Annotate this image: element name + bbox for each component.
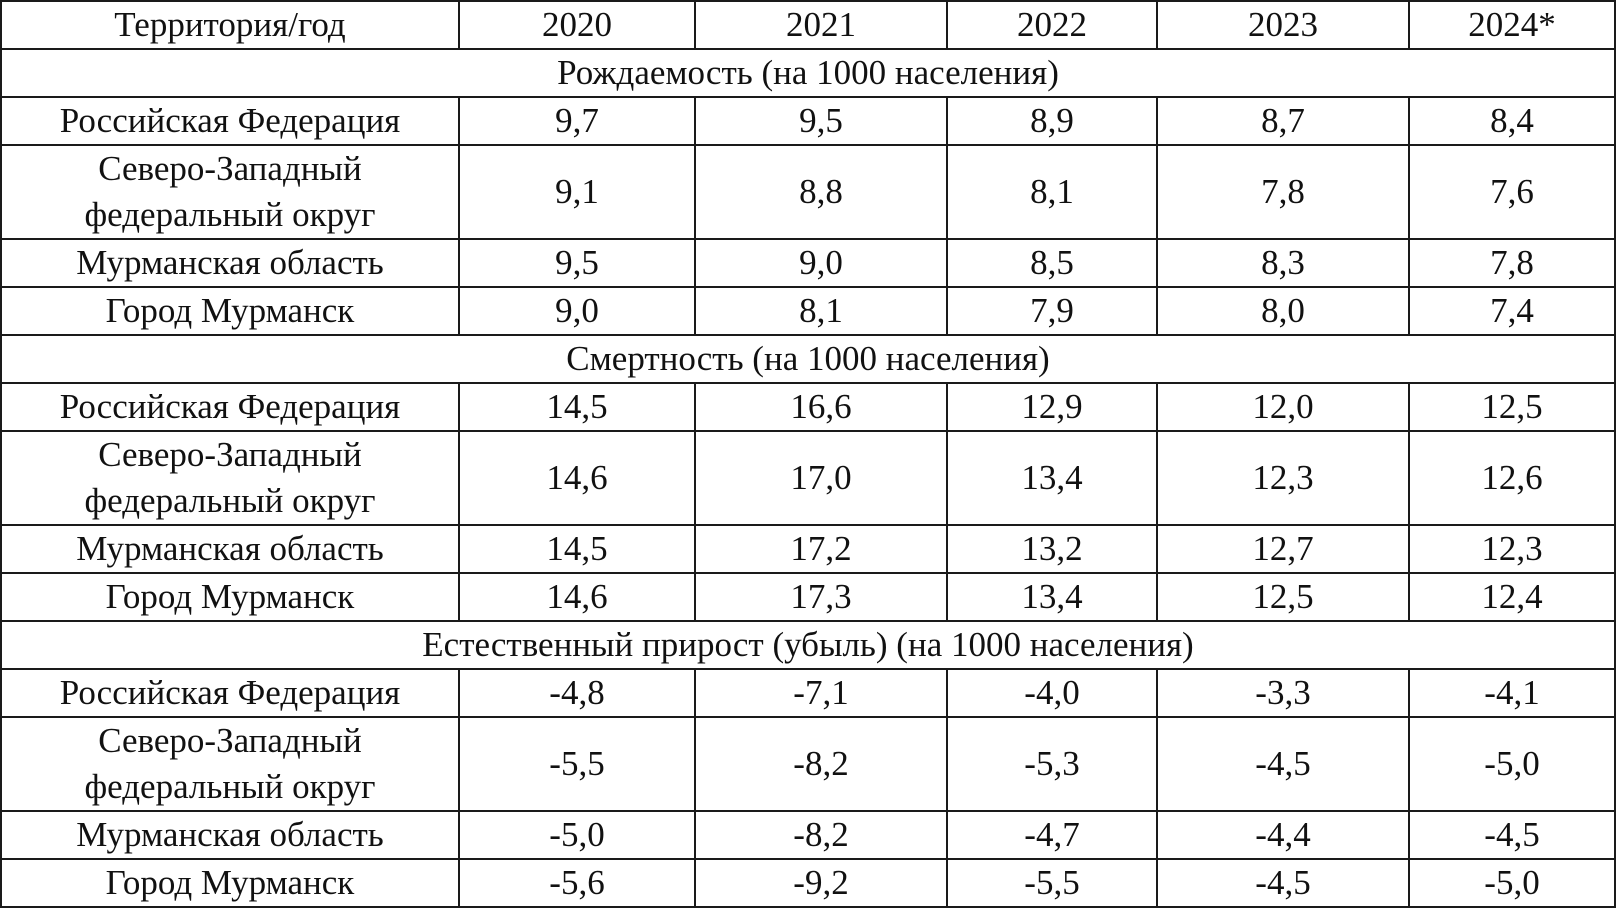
section-title-row: Естественный прирост (убыль) (на 1000 на… xyxy=(0,620,1616,670)
territory-name: Северо-Западный федеральный округ xyxy=(0,430,460,526)
value-cell: 8,4 xyxy=(1408,96,1616,146)
header-year: 2024* xyxy=(1408,0,1616,50)
header-year: 2023 xyxy=(1156,0,1410,50)
value-cell: -4,7 xyxy=(946,810,1158,860)
section-title: Рождаемость (на 1000 населения) xyxy=(0,48,1616,98)
territory-name: Российская Федерация xyxy=(0,668,460,718)
value-cell: -7,1 xyxy=(694,668,948,718)
table-row: Северо-Западный федеральный округ -5,5 -… xyxy=(0,716,1616,812)
table-row: Мурманская область -5,0 -8,2 -4,7 -4,4 -… xyxy=(0,810,1616,860)
value-cell: -4,5 xyxy=(1408,810,1616,860)
value-cell: -5,3 xyxy=(946,716,1158,812)
value-cell: 7,8 xyxy=(1408,238,1616,288)
territory-name: Мурманская область xyxy=(0,524,460,574)
value-cell: 17,0 xyxy=(694,430,948,526)
value-cell: 9,0 xyxy=(458,286,696,336)
value-cell: 7,6 xyxy=(1408,144,1616,240)
value-cell: 7,4 xyxy=(1408,286,1616,336)
value-cell: -4,5 xyxy=(1156,716,1410,812)
value-cell: 14,5 xyxy=(458,524,696,574)
value-cell: -5,0 xyxy=(458,810,696,860)
value-cell: -4,0 xyxy=(946,668,1158,718)
section-title-row: Рождаемость (на 1000 населения) xyxy=(0,48,1616,98)
value-cell: -5,6 xyxy=(458,858,696,908)
table-row: Российская Федерация 9,7 9,5 8,9 8,7 8,4 xyxy=(0,96,1616,146)
header-territory: Территория/год xyxy=(0,0,460,50)
value-cell: 8,1 xyxy=(694,286,948,336)
territory-name: Российская Федерация xyxy=(0,96,460,146)
table-row: Северо-Западный федеральный округ 9,1 8,… xyxy=(0,144,1616,240)
value-cell: 17,3 xyxy=(694,572,948,622)
value-cell: -4,1 xyxy=(1408,668,1616,718)
value-cell: 12,5 xyxy=(1156,572,1410,622)
value-cell: 8,9 xyxy=(946,96,1158,146)
section-title: Естественный прирост (убыль) (на 1000 на… xyxy=(0,620,1616,670)
value-cell: -9,2 xyxy=(694,858,948,908)
table-row: Мурманская область 9,5 9,0 8,5 8,3 7,8 xyxy=(0,238,1616,288)
value-cell: 14,6 xyxy=(458,572,696,622)
territory-name: Северо-Западный федеральный округ xyxy=(0,716,460,812)
header-year: 2022 xyxy=(946,0,1158,50)
table-row: Город Мурманск -5,6 -9,2 -5,5 -4,5 -5,0 xyxy=(0,858,1616,908)
value-cell: 8,3 xyxy=(1156,238,1410,288)
value-cell: 12,3 xyxy=(1408,524,1616,574)
value-cell: -4,4 xyxy=(1156,810,1410,860)
territory-name: Российская Федерация xyxy=(0,382,460,432)
header-year: 2021 xyxy=(694,0,948,50)
table-row: Северо-Западный федеральный округ 14,6 1… xyxy=(0,430,1616,526)
value-cell: -4,8 xyxy=(458,668,696,718)
value-cell: 12,3 xyxy=(1156,430,1410,526)
territory-name: Мурманская область xyxy=(0,238,460,288)
header-row: Территория/год 2020 2021 2022 2023 2024* xyxy=(0,0,1616,50)
value-cell: 9,5 xyxy=(694,96,948,146)
value-cell: 9,5 xyxy=(458,238,696,288)
table-row: Российская Федерация 14,5 16,6 12,9 12,0… xyxy=(0,382,1616,432)
value-cell: 17,2 xyxy=(694,524,948,574)
table-row: Город Мурманск 9,0 8,1 7,9 8,0 7,4 xyxy=(0,286,1616,336)
value-cell: 13,4 xyxy=(946,430,1158,526)
value-cell: 8,5 xyxy=(946,238,1158,288)
value-cell: 9,1 xyxy=(458,144,696,240)
value-cell: 8,0 xyxy=(1156,286,1410,336)
value-cell: -5,0 xyxy=(1408,858,1616,908)
table-row: Город Мурманск 14,6 17,3 13,4 12,5 12,4 xyxy=(0,572,1616,622)
value-cell: 14,5 xyxy=(458,382,696,432)
territory-name: Город Мурманск xyxy=(0,572,460,622)
value-cell: 8,8 xyxy=(694,144,948,240)
section-title: Смертность (на 1000 населения) xyxy=(0,334,1616,384)
value-cell: -5,0 xyxy=(1408,716,1616,812)
header-year: 2020 xyxy=(458,0,696,50)
value-cell: 16,6 xyxy=(694,382,948,432)
value-cell: 7,8 xyxy=(1156,144,1410,240)
value-cell: -8,2 xyxy=(694,810,948,860)
value-cell: 7,9 xyxy=(946,286,1158,336)
value-cell: 12,7 xyxy=(1156,524,1410,574)
territory-name: Город Мурманск xyxy=(0,858,460,908)
value-cell: 12,9 xyxy=(946,382,1158,432)
table-row: Российская Федерация -4,8 -7,1 -4,0 -3,3… xyxy=(0,668,1616,718)
value-cell: -8,2 xyxy=(694,716,948,812)
territory-name: Северо-Западный федеральный округ xyxy=(0,144,460,240)
value-cell: 14,6 xyxy=(458,430,696,526)
value-cell: 9,7 xyxy=(458,96,696,146)
value-cell: -5,5 xyxy=(946,858,1158,908)
value-cell: 12,5 xyxy=(1408,382,1616,432)
value-cell: 9,0 xyxy=(694,238,948,288)
territory-name: Город Мурманск xyxy=(0,286,460,336)
value-cell: 8,1 xyxy=(946,144,1158,240)
value-cell: -5,5 xyxy=(458,716,696,812)
value-cell: -3,3 xyxy=(1156,668,1410,718)
table-row: Мурманская область 14,5 17,2 13,2 12,7 1… xyxy=(0,524,1616,574)
value-cell: 12,0 xyxy=(1156,382,1410,432)
territory-name: Мурманская область xyxy=(0,810,460,860)
value-cell: 12,4 xyxy=(1408,572,1616,622)
value-cell: 8,7 xyxy=(1156,96,1410,146)
value-cell: 13,2 xyxy=(946,524,1158,574)
value-cell: 12,6 xyxy=(1408,430,1616,526)
section-title-row: Смертность (на 1000 населения) xyxy=(0,334,1616,384)
value-cell: -4,5 xyxy=(1156,858,1410,908)
value-cell: 13,4 xyxy=(946,572,1158,622)
